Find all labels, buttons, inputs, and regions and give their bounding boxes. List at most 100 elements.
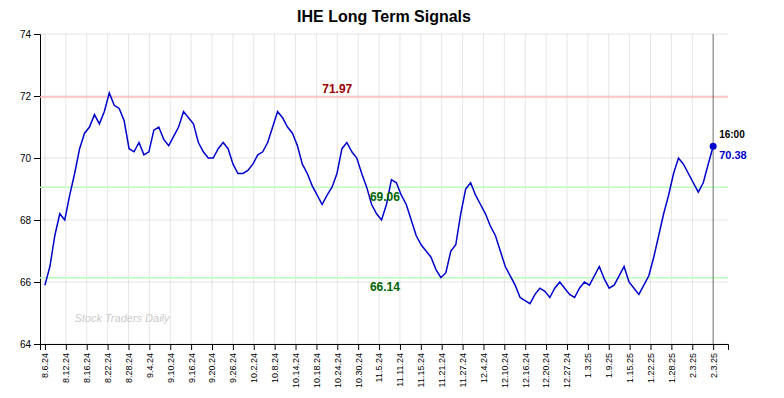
tick-mark: [671, 344, 672, 350]
tick-label: 12.4.24: [479, 353, 489, 383]
grid-line: [86, 34, 87, 344]
grid-line: [337, 34, 338, 344]
tick-mark: [546, 344, 547, 350]
tick-mark: [692, 344, 693, 350]
tick-label: 9.4.24: [145, 353, 155, 378]
tick-mark: [630, 344, 631, 350]
y-tick: 70: [20, 153, 40, 164]
grid-line: [546, 34, 547, 344]
x-tick: 8.28.24: [124, 344, 134, 383]
tick-mark: [651, 344, 652, 350]
tick-label: 10.30.24: [354, 353, 364, 388]
x-axis: 8.6.248.12.248.16.248.22.248.28.249.4.24…: [40, 344, 728, 388]
signal-label: 66.14: [370, 280, 400, 294]
x-tick: 12.4.24: [479, 344, 489, 383]
tick-mark: [34, 158, 40, 159]
tick-mark: [233, 344, 234, 350]
grid-line: [608, 34, 609, 344]
end-time-label: 16:00: [719, 129, 745, 140]
grid-line: [40, 220, 728, 221]
y-tick: 72: [20, 91, 40, 102]
tick-label: 68: [20, 215, 32, 226]
tick-mark: [191, 344, 192, 350]
x-tick: 8.16.24: [82, 344, 92, 383]
x-tick: 2.3.25: [709, 344, 719, 378]
signal-line: [40, 96, 728, 98]
tick-label: 10.24.24: [333, 353, 343, 388]
tick-label: 11.15.24: [416, 353, 426, 387]
tick-label: 1.22.25: [646, 353, 656, 383]
end-point: [710, 143, 717, 150]
tick-mark: [609, 344, 610, 350]
tick-mark: [337, 344, 338, 350]
tick-label: 9.10.24: [166, 353, 176, 383]
x-tick: 9.20.24: [207, 344, 217, 383]
grid-line: [420, 34, 421, 344]
tick-label: 12.20.24: [541, 353, 551, 388]
end-price-label: 70.38: [719, 149, 747, 161]
tick-label: 8.12.24: [61, 353, 71, 383]
x-tick: 1.22.25: [646, 344, 656, 383]
x-tick: 11.27.24: [458, 344, 468, 387]
x-tick: 1.9.25: [604, 344, 614, 378]
x-tick: 12.10.24: [500, 344, 510, 388]
tick-label: 1.15.25: [625, 353, 635, 383]
tick-label: 11.5.24: [374, 353, 384, 382]
tick-label: 12.10.24: [500, 353, 510, 388]
grid-line: [316, 34, 317, 344]
tick-mark: [34, 282, 40, 283]
tick-mark: [275, 344, 276, 350]
tick-label: 9.20.24: [207, 353, 217, 383]
tick-label: 9.26.24: [228, 353, 238, 383]
tick-label: 10.14.24: [291, 353, 301, 388]
y-tick: 74: [20, 29, 40, 40]
tick-label: 11.27.24: [458, 353, 468, 387]
grid-line: [274, 34, 275, 344]
axis-line: [41, 345, 729, 351]
y-tick: 64: [20, 339, 40, 350]
x-tick: 11.5.24: [374, 344, 384, 382]
tick-label: 10.8.24: [270, 353, 280, 383]
x-tick: 9.10.24: [166, 344, 176, 383]
grid-line: [650, 34, 651, 344]
tick-mark: [588, 344, 589, 350]
tick-mark: [34, 96, 40, 97]
x-tick: 1.15.25: [625, 344, 635, 383]
x-tick: 10.8.24: [270, 344, 280, 383]
x-tick: 9.16.24: [186, 344, 196, 383]
x-tick: 2.3.25: [688, 344, 698, 378]
x-tick: 1.28.25: [667, 344, 677, 383]
grid-line: [358, 34, 359, 344]
x-tick: 8.22.24: [103, 344, 113, 383]
tick-label: 11.11.24: [395, 353, 405, 387]
grid-line: [40, 34, 728, 35]
chart: 8.6.248.12.248.16.248.22.248.28.249.4.24…: [0, 0, 784, 398]
x-tick: 8.12.24: [61, 344, 71, 383]
grid-line: [671, 34, 672, 344]
grid-line: [692, 34, 693, 344]
tick-mark: [149, 344, 150, 350]
x-tick: 10.14.24: [291, 344, 301, 388]
tick-label: 1.3.25: [583, 353, 593, 378]
title: IHE Long Term Signals: [297, 8, 471, 25]
tick-mark: [316, 344, 317, 350]
tick-mark: [254, 344, 255, 350]
x-tick: 11.15.24: [416, 344, 426, 387]
x-tick: 10.2.24: [249, 344, 259, 383]
tick-mark: [463, 344, 464, 350]
tick-label: 9.16.24: [186, 353, 196, 383]
tick-mark: [34, 34, 40, 35]
tick-label: 10.2.24: [249, 353, 259, 383]
grid-line: [441, 34, 442, 344]
grid-line: [566, 34, 567, 344]
grid-line: [149, 34, 150, 344]
plot-area: [40, 34, 728, 344]
grid-line: [44, 34, 45, 344]
tick-mark: [400, 344, 401, 350]
grid-line: [525, 34, 526, 344]
tick-mark: [442, 344, 443, 350]
grid-line: [128, 34, 129, 344]
end-line: [713, 34, 714, 344]
tick-label: 10.18.24: [312, 353, 322, 388]
x-tick: 9.26.24: [228, 344, 238, 383]
